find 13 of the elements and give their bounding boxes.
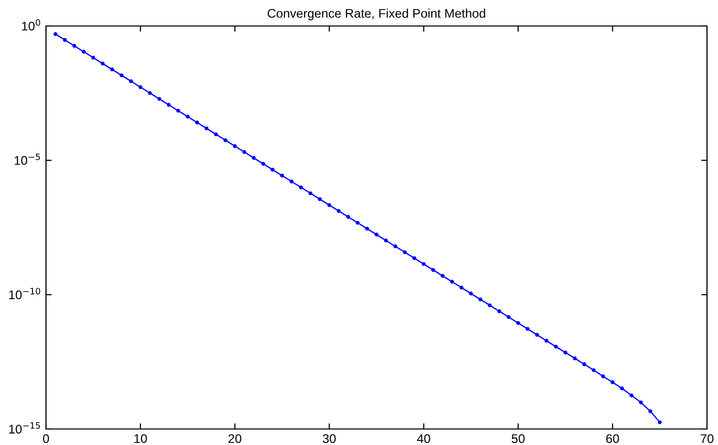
chart-title: Convergence Rate, Fixed Point Method [268,8,486,20]
y-tick-label: 10$^{0}$ [22,19,40,31]
x-tick-label: 50 [512,434,525,444]
y-tick-label: 10$^{−5}$ [14,154,40,165]
x-tick-label: 20 [228,434,242,444]
y-tick-label: 10$^{−10}$ [9,288,40,300]
x-tick-label: 60 [606,434,620,444]
y-tick-label: 10$^{−15}$ [9,422,40,434]
x-tick-label: 70 [700,434,714,444]
x-tick-label: 30 [322,434,336,444]
x-tick-label: 40 [417,434,430,444]
x-tick-label: 0 [43,434,49,444]
x-tick-label: 10 [134,434,147,444]
